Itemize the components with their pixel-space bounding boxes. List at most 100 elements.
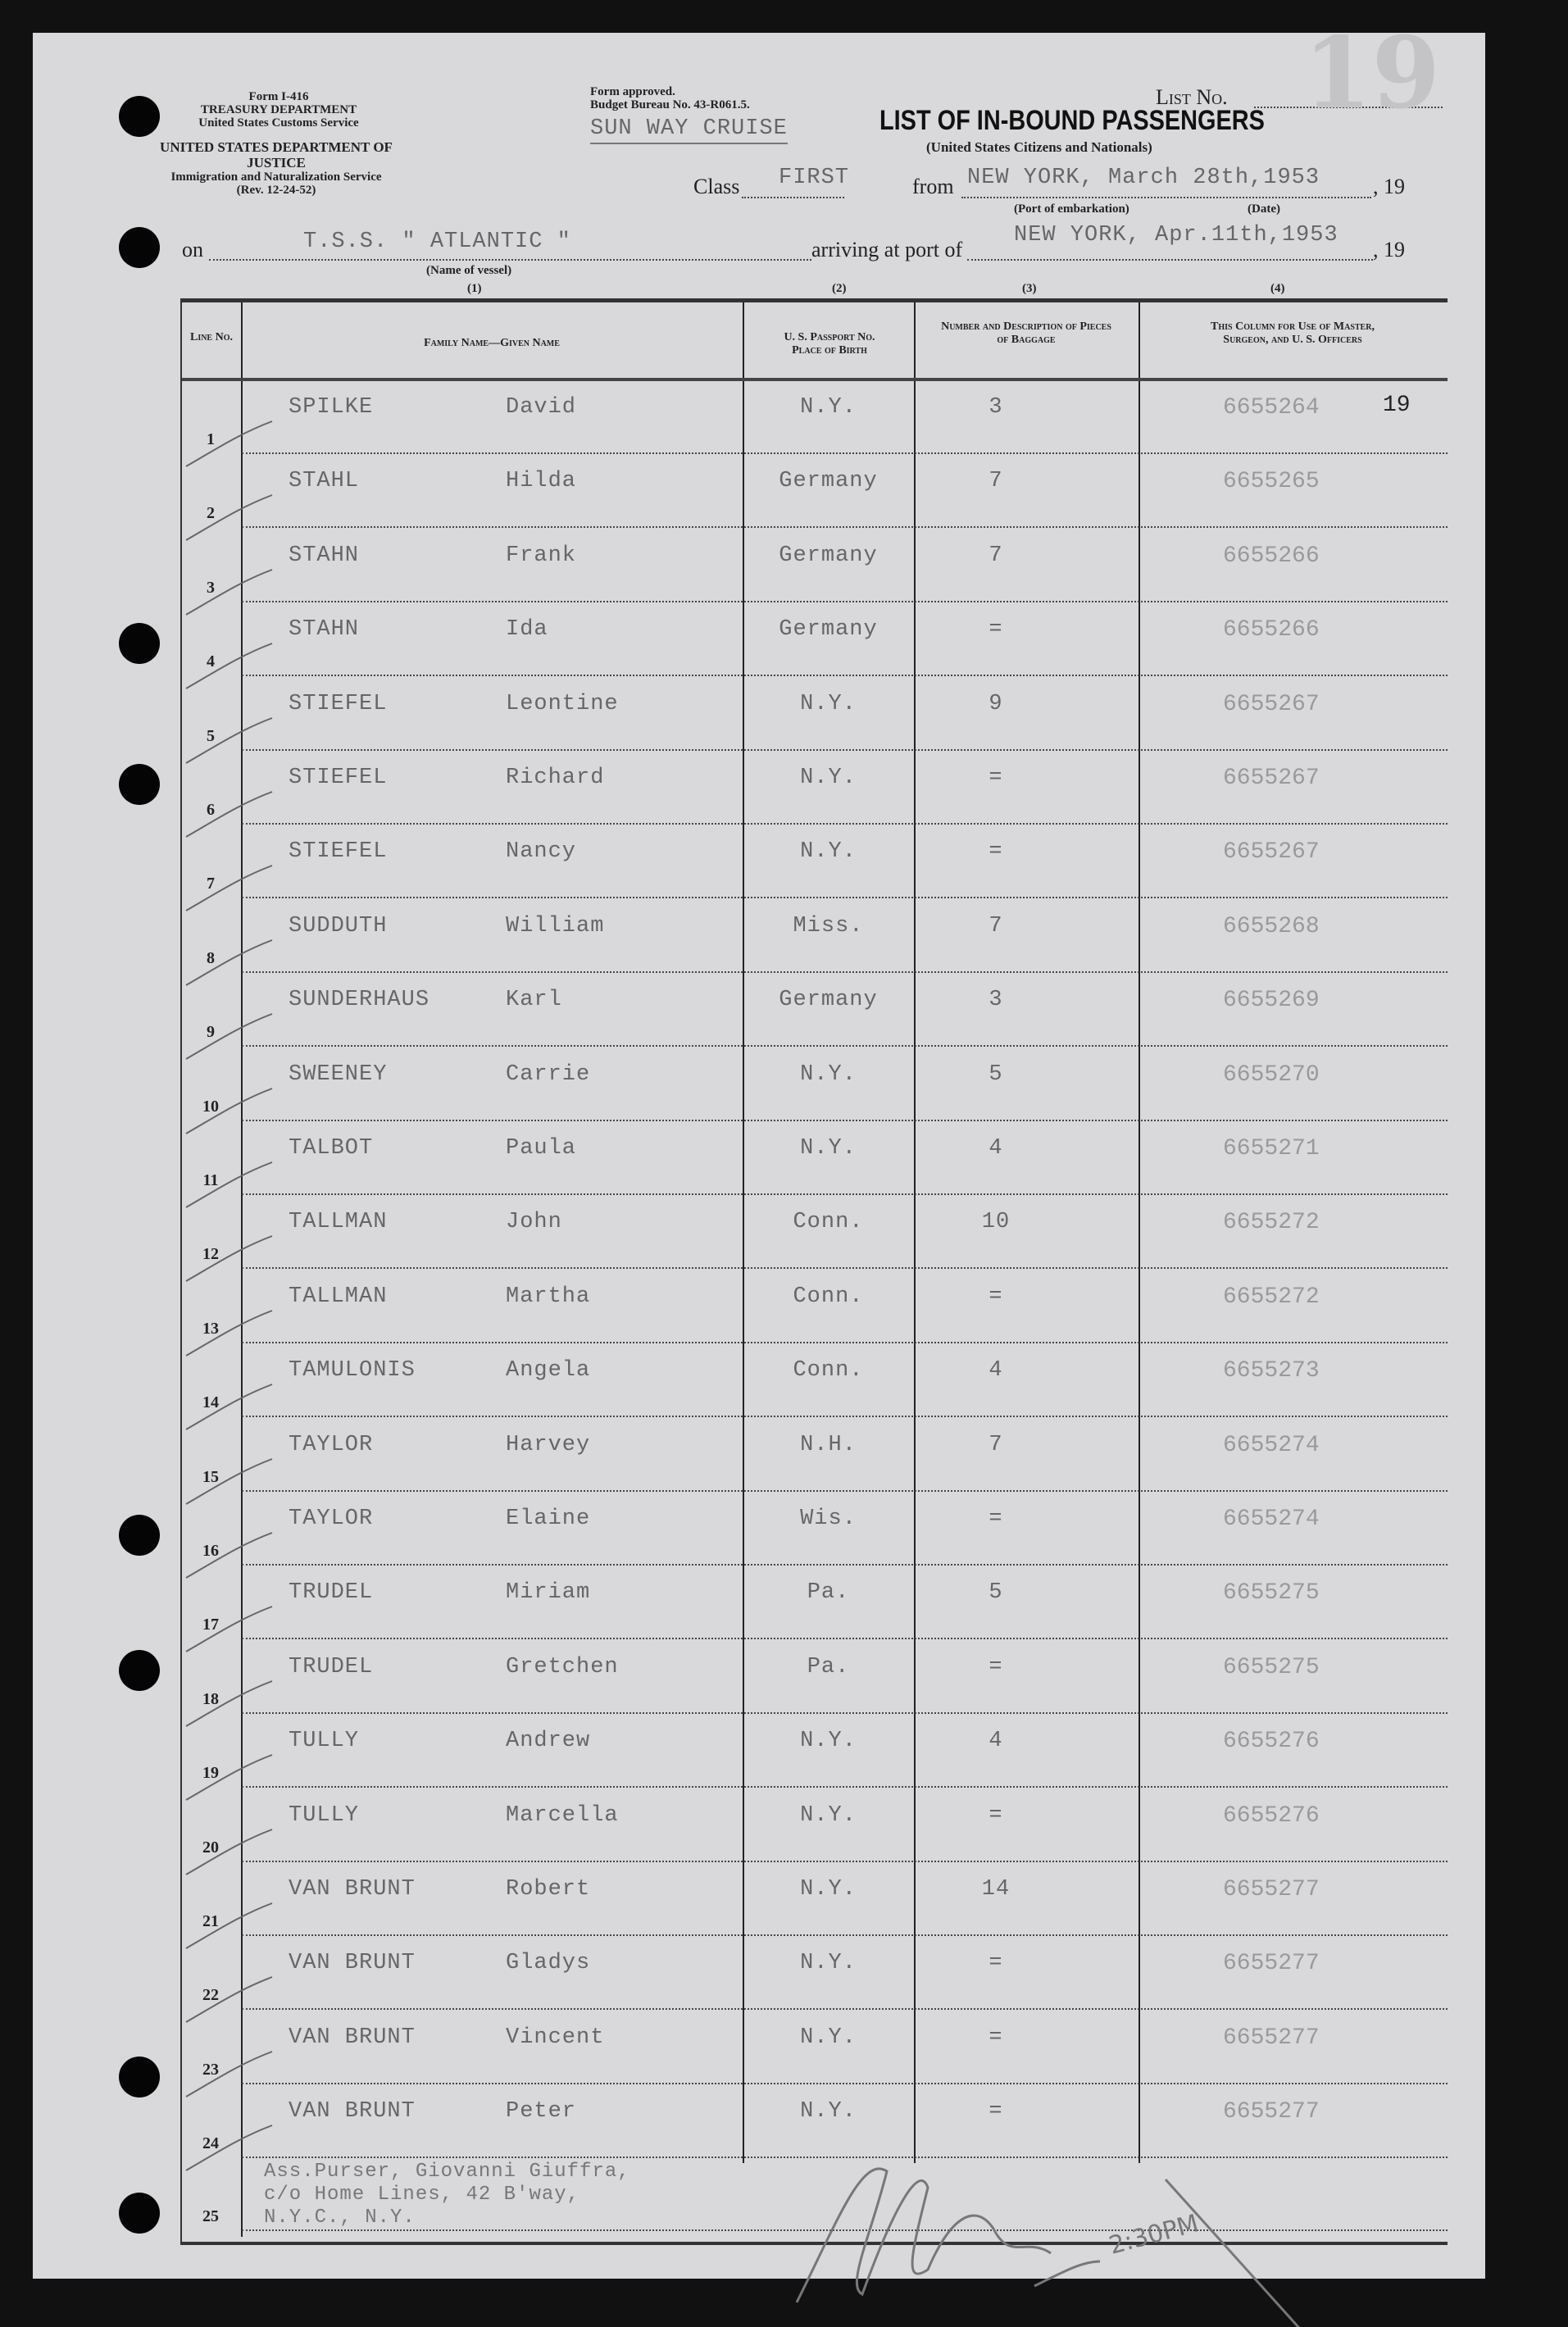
family-name: STIEFEL — [289, 691, 388, 716]
given-name: Hilda — [506, 469, 577, 494]
line-number: 14 — [202, 1393, 219, 1412]
table-row: TAMULONIS Angela Conn. 4 6655273 14 — [182, 1343, 1448, 1431]
arriving-value: NEW YORK, Apr.11th,1953 — [1014, 223, 1338, 248]
baggage-count: 3 — [989, 988, 1003, 1013]
on-label: on — [182, 238, 203, 261]
check-mark-icon — [185, 1902, 273, 1949]
officer-number: 6655266 — [1223, 543, 1320, 569]
row-rule — [242, 970, 1448, 973]
given-name: Karl — [506, 988, 562, 1013]
family-name: TALLMAN — [289, 1210, 388, 1235]
baggage-count: = — [989, 1802, 1003, 1828]
row-rule — [242, 1564, 1448, 1566]
line-number: 8 — [207, 948, 215, 967]
given-name: David — [506, 395, 577, 420]
check-mark-icon — [185, 643, 273, 690]
place-of-birth: Miss. — [793, 913, 864, 939]
row-rule — [242, 2008, 1448, 2011]
line-number: 4 — [207, 652, 215, 671]
table-row: TALLMAN Martha Conn. = 6655272 13 — [182, 1270, 1448, 1357]
officer-number: 6655272 — [1223, 1284, 1320, 1310]
from-line — [961, 197, 1371, 198]
baggage-count: 3 — [989, 395, 1003, 420]
given-name: Carrie — [506, 1061, 591, 1087]
passenger-table: Line No. Family Name—Given Name U. S. Pa… — [180, 298, 1448, 2327]
port-embarkation-caption: (Port of embarkation) — [1014, 202, 1129, 216]
row-rule — [242, 1711, 1448, 1714]
check-mark-icon — [185, 2050, 273, 2097]
check-mark-icon — [185, 791, 273, 838]
row-rule — [242, 1119, 1448, 1121]
cruise-stamp: SUN WAY CRUISE — [590, 116, 788, 144]
check-mark-icon — [185, 865, 273, 912]
check-mark-icon — [185, 1532, 273, 1579]
table-row: STIEFEL Richard N.Y. = 6655267 6 — [182, 751, 1448, 838]
place-of-birth: N.Y. — [800, 1729, 857, 1754]
check-mark-icon — [185, 1235, 273, 1283]
line-number: 23 — [202, 2060, 219, 2079]
officer-number: 6655268 — [1223, 913, 1320, 939]
page-subtitle: (United States Citizens and Nationals) — [926, 139, 1152, 155]
line-number: 16 — [202, 1542, 219, 1560]
row-rule — [242, 1638, 1448, 1640]
row-rule — [242, 1267, 1448, 1270]
from-value: NEW YORK, March 28th,1953 — [967, 166, 1320, 190]
place-of-birth: N.Y. — [800, 2099, 857, 2125]
column-divider — [241, 302, 243, 2237]
row-rule — [242, 1193, 1448, 1195]
check-mark-icon — [185, 420, 273, 467]
check-mark-icon — [185, 1013, 273, 1061]
line-number: 12 — [202, 1245, 219, 1264]
column-divider — [1139, 302, 1140, 2163]
given-name: John — [506, 1210, 562, 1235]
line-number: 25 — [202, 2207, 219, 2225]
place-of-birth: N.H. — [800, 1432, 857, 1457]
line-number: 7 — [207, 875, 215, 893]
punch-hole — [119, 764, 160, 805]
place-of-birth: Pa. — [807, 1654, 850, 1679]
line-number: 10 — [202, 1097, 219, 1116]
officer-number: 6655265 — [1223, 469, 1320, 495]
arriving-line — [967, 259, 1373, 261]
check-mark-icon — [185, 1606, 273, 1653]
line-number: 22 — [202, 1986, 219, 2005]
purser-line: Ass.Purser, Giovanni Giuffra, — [264, 2161, 630, 2183]
place-of-birth: N.Y. — [800, 1951, 857, 1976]
header-place: U. S. Passport No. Place of Birth — [784, 331, 875, 357]
class-label: Class — [693, 175, 740, 198]
baggage-count: = — [989, 1951, 1003, 1976]
row-rule — [242, 2229, 1448, 2231]
line-number: 2 — [207, 504, 215, 523]
line-number: 21 — [202, 1912, 219, 1930]
check-mark-icon — [185, 1679, 273, 1727]
family-name: VAN BRUNT — [289, 2099, 416, 2125]
vessel-value: T.S.S. " ATLANTIC " — [303, 230, 571, 254]
form-approved: Form approved. Budget Bureau No. 43-R061… — [590, 85, 750, 111]
given-name: Paula — [506, 1136, 577, 1161]
check-mark-icon — [185, 1754, 273, 1802]
check-mark-icon — [185, 568, 273, 616]
baggage-count: 7 — [989, 913, 1003, 939]
col-number-3: (3) — [1022, 282, 1037, 295]
check-mark-icon — [185, 939, 273, 986]
officer-number: 6655277 — [1223, 2025, 1320, 2051]
table-row: STAHN Ida Germany = 6655266 4 — [182, 602, 1448, 690]
class-line — [742, 197, 844, 198]
place-of-birth: N.Y. — [800, 2025, 857, 2050]
given-name: Leontine — [506, 691, 619, 716]
punch-hole — [119, 96, 160, 137]
row-rule — [242, 2157, 1448, 2159]
justice-label: UNITED STATES DEPARTMENT OF JUSTICE — [160, 139, 393, 170]
officer-number: 6655275 — [1223, 1654, 1320, 1680]
given-name: Peter — [506, 2099, 577, 2125]
header-name: Family Name—Given Name — [424, 337, 560, 349]
family-name: TAYLOR — [289, 1432, 374, 1457]
baggage-count: 10 — [981, 1210, 1011, 1235]
given-name: Gretchen — [506, 1654, 619, 1679]
from-label: from — [912, 175, 954, 198]
baggage-count: 4 — [989, 1358, 1003, 1384]
row-rule — [242, 452, 1448, 454]
officer-number: 6655277 — [1223, 1877, 1320, 1902]
bottom-rule — [182, 2242, 1448, 2245]
officer-number: 6655273 — [1223, 1358, 1320, 1384]
